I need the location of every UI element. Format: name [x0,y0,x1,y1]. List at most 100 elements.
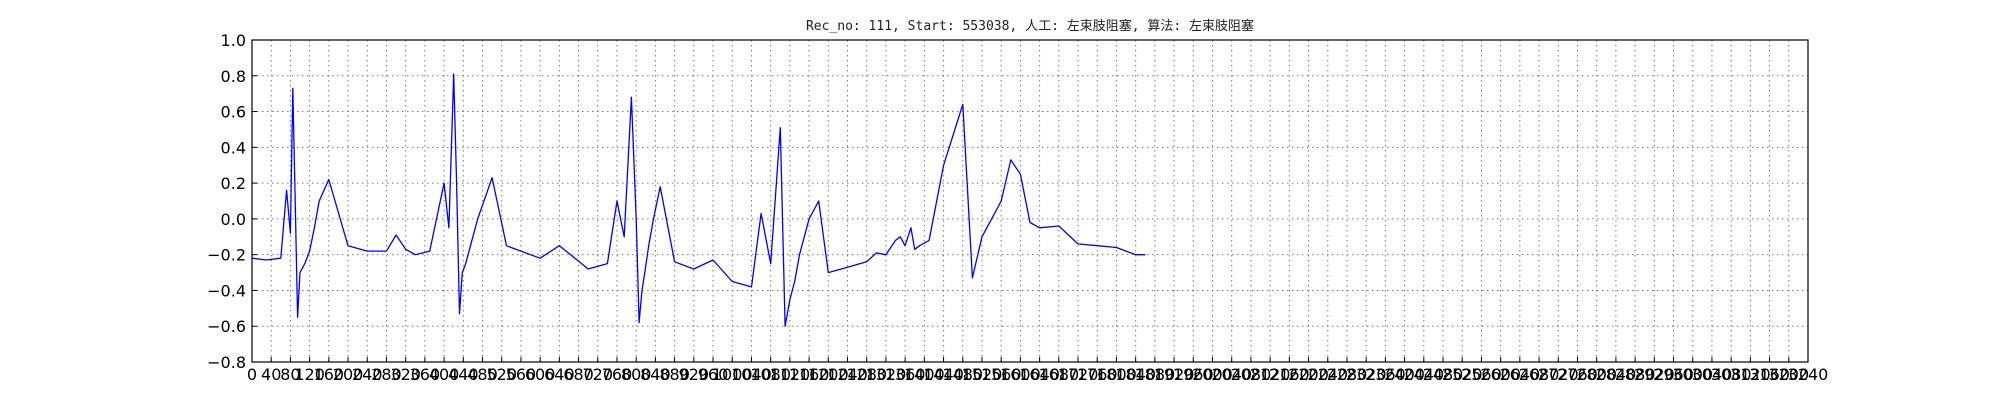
y-tick-label: 0.6 [221,103,246,122]
x-tick-label: 240 [352,365,383,384]
x-tick-label: 2080 [1231,365,1272,384]
x-tick-label: 2000 [1192,365,1233,384]
x-tick-label: 2840 [1596,365,1637,384]
x-tick-label: 600 [525,365,556,384]
x-axis-ticks: 0 408012016020024028032036040044048052056… [247,357,1828,384]
x-tick-label: 2200 [1288,365,1329,384]
x-tick-label: 3160 [1749,365,1790,384]
ecg-trace-line [251,73,1146,327]
x-tick-label: 40 [261,365,281,384]
x-tick-label: 200 [333,365,364,384]
x-tick-label: 1240 [827,365,868,384]
x-tick-label: 3080 [1711,365,1752,384]
x-tick-label: 80 [280,365,300,384]
x-tick-label: 280 [371,365,402,384]
x-tick-label: 2640 [1499,365,1540,384]
x-tick-label: 1640 [1019,365,1060,384]
x-tick-label: 640 [544,365,575,384]
x-tick-label: 2480 [1423,365,1464,384]
x-tick-label: 800 [621,365,652,384]
x-tick-label: 1080 [750,365,791,384]
x-tick-label: 1720 [1058,365,1099,384]
x-tick-label: 3000 [1672,365,1713,384]
x-tick-label: 1800 [1096,365,1137,384]
x-tick-label: 1000 [712,365,753,384]
x-tick-label: 160 [314,365,345,384]
y-tick-label: −0.8 [207,353,246,372]
x-tick-label: 2560 [1461,365,1502,384]
x-tick-label: 960 [698,365,729,384]
x-tick-label: 1480 [942,365,983,384]
x-tick-label: 720 [583,365,614,384]
x-tick-label: 440 [448,365,479,384]
x-tick-label: 880 [659,365,690,384]
y-tick-label: 1.0 [221,31,246,50]
y-tick-label: −0.4 [207,281,246,300]
y-tick-label: −0.6 [207,317,246,336]
plot-frame [251,39,1809,363]
y-axis-ticks: −0.8 −0.6 −0.4 −0.2 0.0 0.2 0.4 0.6 0.8 1.0 [207,31,257,372]
x-tick-label: 3120 [1730,365,1771,384]
x-tick-label: 360 [410,365,441,384]
x-tick-label: 1840 [1115,365,1156,384]
x-tick-label: 3040 [1692,365,1733,384]
x-tick-label: 120 [294,365,325,384]
x-tick-label: 2600 [1480,365,1521,384]
y-tick-label: 0.8 [221,67,246,86]
x-tick-label: 2680 [1519,365,1560,384]
x-tick-label: 680 [563,365,594,384]
x-tick-label: 1160 [789,365,830,384]
x-tick-label: 2320 [1346,365,1387,384]
x-tick-label: 2360 [1365,365,1406,384]
x-tick-label: 2880 [1615,365,1656,384]
x-tick-label: 2520 [1442,365,1483,384]
x-tick-label: 2920 [1634,365,1675,384]
x-tick-label: 2240 [1307,365,1348,384]
x-tick-label: 0 [247,365,257,384]
x-tick-label: 840 [640,365,671,384]
x-tick-label: 2160 [1269,365,1310,384]
x-tick-label: 1040 [731,365,772,384]
x-tick-label: 3240 [1788,365,1829,384]
x-tick-label: 400 [429,365,460,384]
chart-title: Rec_no: 111, Start: 553038, 人工: 左束肢阻塞, 算… [806,18,1254,34]
x-tick-label: 2760 [1557,365,1598,384]
x-tick-label: 760 [602,365,633,384]
x-tick-label: 1320 [866,365,907,384]
x-tick-label: 2440 [1403,365,1444,384]
grid-layer [251,39,1809,363]
x-tick-label: 3200 [1768,365,1809,384]
x-tick-label: 920 [679,365,710,384]
x-tick-label: 320 [390,365,421,384]
series-layer [251,73,1146,327]
x-tick-label: 2280 [1327,365,1368,384]
x-tick-label: 2960 [1653,365,1694,384]
x-tick-label: 2720 [1538,365,1579,384]
x-tick-label: 1680 [1038,365,1079,384]
x-tick-label: 1880 [1135,365,1176,384]
x-tick-label: 1560 [981,365,1022,384]
y-tick-label: 0.2 [221,174,246,193]
x-tick-label: 1960 [1173,365,1214,384]
x-tick-label: 1600 [1000,365,1041,384]
x-tick-label: 2800 [1576,365,1617,384]
x-tick-label: 2400 [1384,365,1425,384]
y-tick-label: 0.4 [221,138,246,157]
y-tick-label: −0.2 [207,246,246,265]
x-tick-label: 2120 [1250,365,1291,384]
x-tick-label: 1920 [1154,365,1195,384]
x-tick-label: 1120 [770,365,811,384]
x-tick-label: 560 [506,365,537,384]
x-tick-label: 1360 [885,365,926,384]
x-tick-label: 1200 [808,365,849,384]
y-tick-label: 0.0 [221,210,246,229]
x-tick-label: 1520 [962,365,1003,384]
x-tick-label: 1280 [846,365,887,384]
x-tick-label: 520 [486,365,517,384]
x-tick-label: 480 [467,365,498,384]
x-tick-label: 2040 [1211,365,1252,384]
x-tick-label: 1760 [1077,365,1118,384]
x-tick-label: 1400 [904,365,945,384]
